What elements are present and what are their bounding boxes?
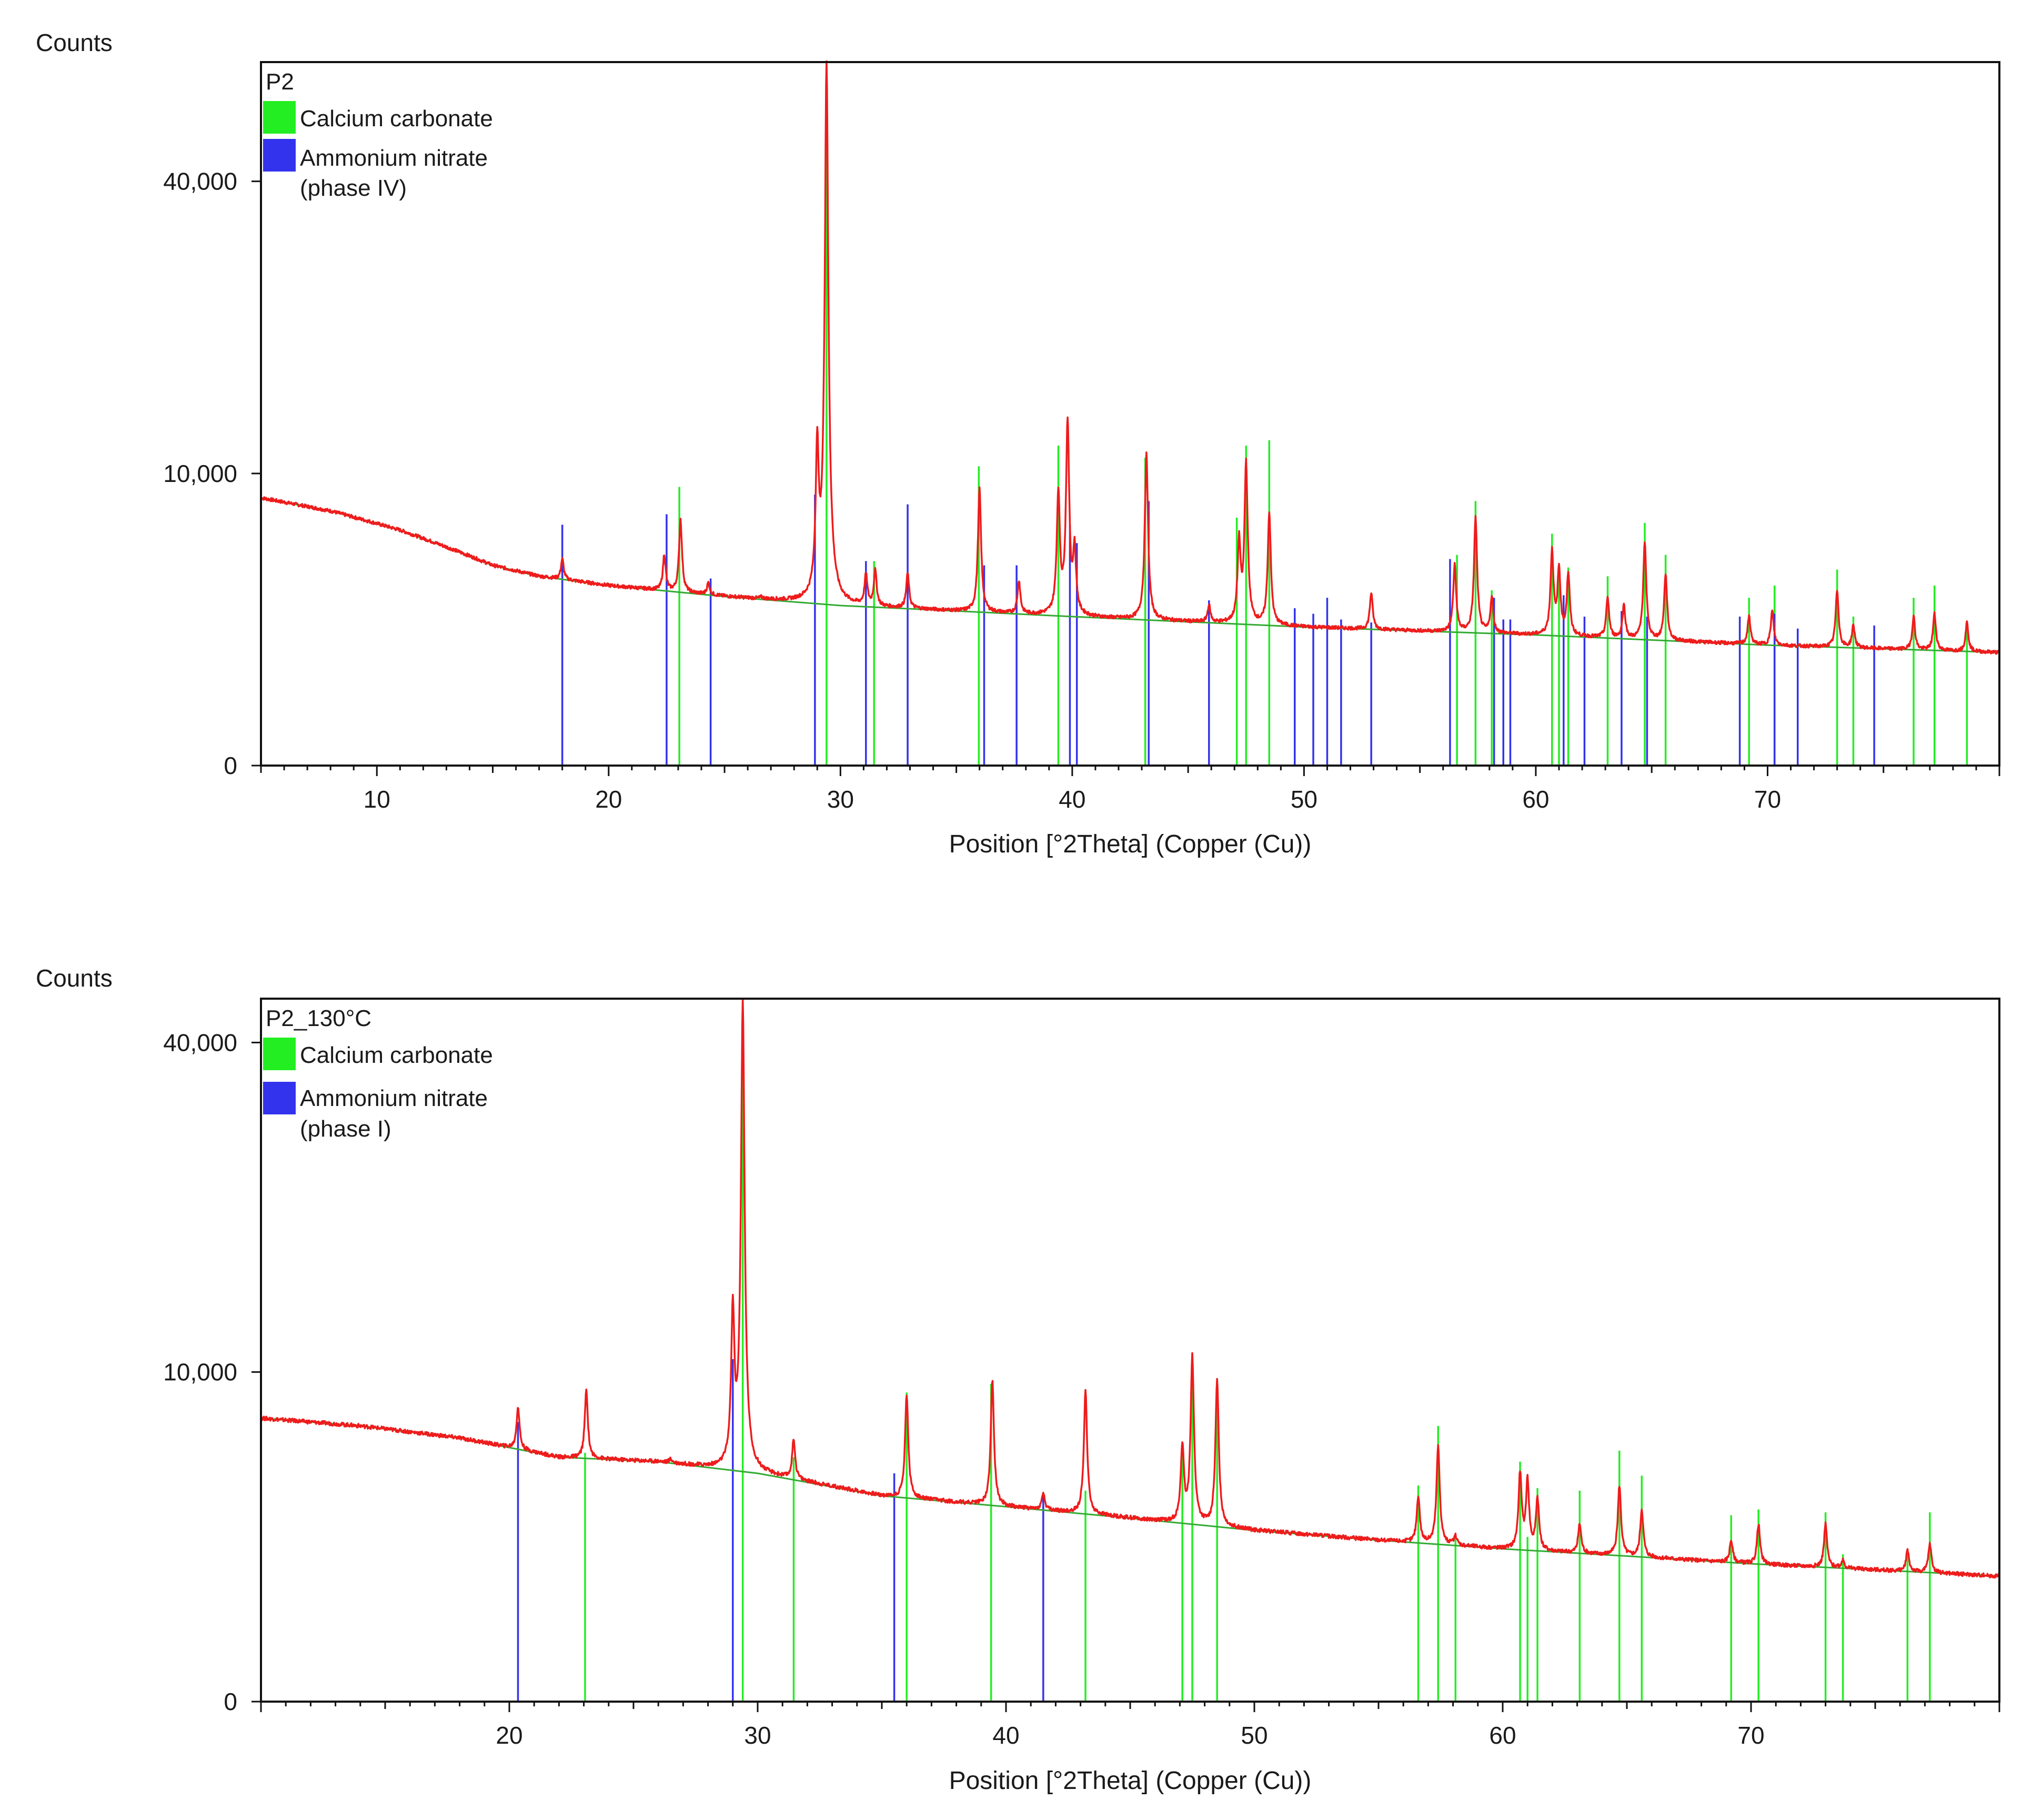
legend-label-ammonium-nitrate-phase: (phase I) [300,1116,391,1142]
legend-swatch-calcium-carbonate [263,1038,296,1070]
fitted-background [260,497,2000,653]
legend-swatch-calcium-carbonate [263,101,296,134]
observed-pattern [260,997,2000,1578]
legend-swatch-ammonium-nitrate [263,139,296,172]
y-tick-label: 40,000 [163,1029,237,1056]
legend-label-ammonium-nitrate: Ammonium nitrate [300,145,488,171]
x-tick-label: 60 [1522,786,1549,813]
x-tick-label: 10 [364,786,390,813]
x-tick-label: 20 [595,786,622,813]
y-tick-label: 40,000 [163,168,237,195]
y-axis-label: Counts [36,29,113,56]
y-tick-label: 10,000 [163,1359,237,1386]
x-tick-label: 40 [1059,786,1085,813]
legend-label-ammonium-nitrate-phase: (phase IV) [300,175,407,201]
x-axis-label: Position [°2Theta] (Copper (Cu)) [949,1767,1312,1795]
chart-panel-bottom: Counts 20 30 40 50 60 70 0 10,000 40,000 P2_130°… [36,964,2000,1795]
legend: P2_130°C Calcium carbonate Ammonium nitr… [263,1005,493,1142]
x-tick-label: 70 [1737,1722,1764,1749]
observed-pattern [260,60,2000,655]
plot-frame [260,61,2000,767]
x-tick-label: 50 [1291,786,1317,813]
legend-swatch-ammonium-nitrate [263,1082,296,1114]
x-tick-label: 20 [496,1722,522,1749]
y-tick-label: 0 [224,1688,237,1715]
reference-lines [517,999,1931,1702]
reference-lines [561,68,1968,766]
x-axis-label: Position [°2Theta] (Copper (Cu)) [949,830,1312,858]
y-tick-label: 0 [224,752,237,779]
y-axis-label: Counts [36,964,113,992]
plot-frame [260,998,2000,1703]
x-tick-label: 70 [1754,786,1781,813]
x-tick-label: 50 [1241,1722,1268,1749]
legend-label-calcium-carbonate: Calcium carbonate [300,106,493,132]
legend-label-ammonium-nitrate: Ammonium nitrate [300,1085,488,1111]
x-tick-label: 60 [1489,1722,1516,1749]
sample-name: P2_130°C [266,1005,371,1031]
x-tick-label: 30 [827,786,854,813]
chart-panel-top: Counts 10 20 30 40 50 60 70 0 10,000 40,000 P2 Ca… [36,29,2000,858]
axis-ticks: 20 30 40 50 60 70 0 10,000 40,000 [163,1029,2000,1749]
y-tick-label: 10,000 [163,460,237,487]
axis-ticks: 10 20 30 40 50 60 70 0 10,000 40,000 [163,168,2000,813]
x-tick-label: 40 [992,1722,1019,1749]
x-tick-label: 30 [744,1722,771,1749]
sample-name: P2 [266,69,294,95]
legend-label-calcium-carbonate: Calcium carbonate [300,1042,493,1068]
legend: P2 Calcium carbonate Ammonium nitrate (p… [263,69,493,201]
